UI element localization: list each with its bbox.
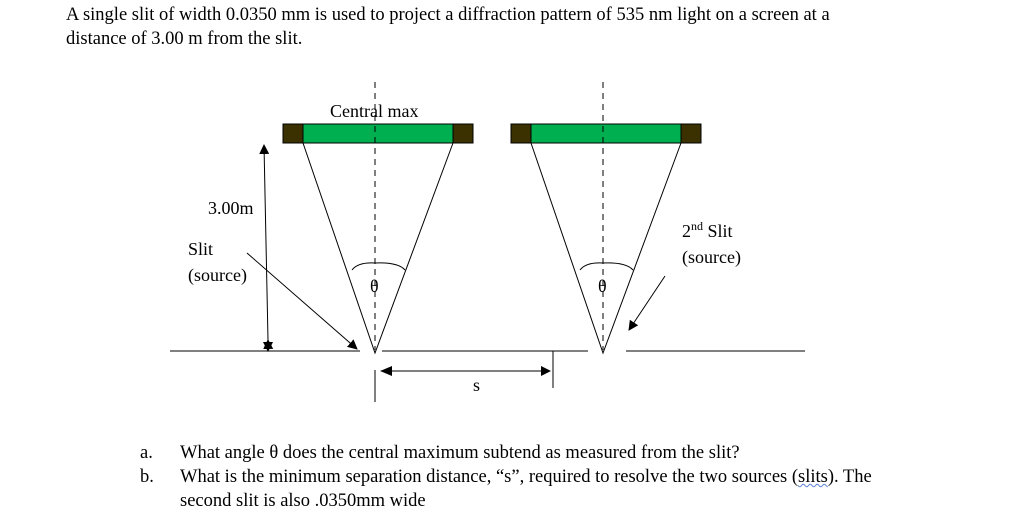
second-slit-source-label: (source) (682, 247, 741, 268)
screen-1 (282, 123, 474, 144)
central-max-label: Central max (330, 101, 418, 121)
problem-line-2: distance of 3.00 m from the slit. (66, 29, 303, 49)
slit-pointer-arrow (246, 252, 358, 350)
cone-1 (302, 142, 454, 355)
theta-label-2: θ (598, 276, 607, 296)
slit-source-label: (source) (188, 265, 247, 286)
second-slit-label: 2nd Slit (682, 219, 733, 241)
question-a-marker: a. (140, 443, 153, 463)
angle-arc-2 (579, 262, 634, 271)
spellcheck-word: slits (798, 467, 828, 487)
second-slit-pointer-arrow (628, 275, 666, 331)
screen-2 (510, 123, 702, 144)
question-b-text-line2: second slit is also .0350mm wide (180, 491, 426, 511)
distance-label: 3.00m (208, 198, 254, 218)
slit-label: Slit (188, 239, 213, 259)
theta-label-1: θ (370, 276, 379, 296)
question-b-text: What is the minimum separation distance,… (180, 467, 872, 487)
separation-label: s (473, 375, 480, 395)
angle-arc-1 (351, 262, 406, 271)
question-a-text: What angle θ does the central maximum su… (180, 443, 740, 463)
problem-line-1: A single slit of width 0.0350 mm is used… (66, 5, 830, 25)
question-b-marker: b. (140, 467, 154, 487)
distance-arrow (259, 144, 274, 350)
cone-2 (530, 142, 682, 355)
